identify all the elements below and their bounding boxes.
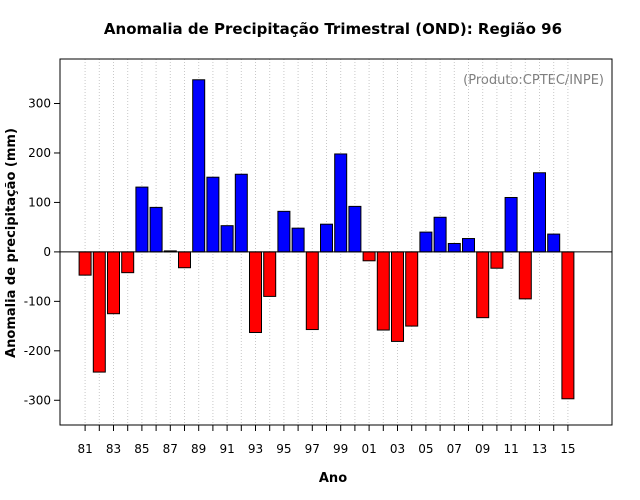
y-tick-label: -100	[24, 294, 51, 308]
x-tick-label: 09	[475, 442, 490, 456]
x-tick-label: 93	[248, 442, 263, 456]
bar-12	[518, 251, 532, 300]
chart-title: Anomalia de Precipitação Trimestral (OND…	[104, 20, 562, 38]
bar-08	[462, 238, 475, 253]
bar-95	[277, 210, 291, 253]
bar-06	[433, 216, 447, 253]
bar-94	[263, 251, 277, 297]
x-axis-label: Ano	[319, 471, 347, 486]
bar-00	[348, 205, 362, 253]
bar-97	[305, 251, 319, 331]
bar-04	[405, 251, 419, 327]
bar-99	[334, 153, 348, 253]
bar-02	[376, 251, 390, 331]
x-tick-label: 01	[361, 442, 376, 456]
x-tick-label: 81	[77, 442, 92, 456]
y-axis-label: Anomalia de precipitação (mm)	[4, 128, 19, 358]
bar-15	[561, 251, 575, 400]
bar-03	[391, 251, 404, 342]
x-tick-label: 15	[560, 442, 575, 456]
x-tick-label: 03	[390, 442, 405, 456]
bar-13	[533, 172, 546, 253]
bar-01	[362, 251, 376, 262]
bars	[78, 79, 575, 400]
x-tick-label: 99	[333, 442, 348, 456]
bar-14	[547, 233, 561, 253]
bar-10	[490, 251, 504, 269]
bar-84	[121, 251, 135, 274]
x-tick-label: 95	[276, 442, 291, 456]
product-note: (Produto:CPTEC/INPE)	[463, 73, 604, 88]
x-tick-label: 89	[191, 442, 206, 456]
x-tick-label: 87	[163, 442, 178, 456]
x-axis: 81 83 85 87 89 91 93 95 97 99 01 03 05 07 09 11 13 15	[77, 425, 576, 456]
y-tick-label: 200	[28, 146, 51, 160]
bar-93	[249, 251, 262, 334]
x-tick-label: 91	[219, 442, 234, 456]
bar-88	[178, 251, 191, 269]
x-tick-label: 85	[134, 442, 149, 456]
y-tick-label: -200	[24, 344, 51, 358]
bar-89	[192, 79, 206, 253]
y-tick-label: 300	[28, 97, 51, 111]
x-tick-label: 05	[418, 442, 433, 456]
x-tick-label: 11	[503, 442, 518, 456]
bar-07	[447, 242, 461, 253]
y-tick-label: -300	[24, 393, 51, 407]
y-tick-label: 0	[43, 245, 51, 259]
bar-05	[419, 231, 433, 253]
bar-11	[504, 196, 518, 253]
bar-09	[476, 251, 490, 319]
bar-96	[291, 227, 305, 253]
bar-90	[206, 176, 220, 253]
x-tick-label: 83	[106, 442, 121, 456]
x-tick-label: 07	[447, 442, 462, 456]
bar-82	[92, 251, 106, 373]
y-tick-label: 100	[28, 195, 51, 209]
bar-98	[320, 223, 333, 253]
bar-81	[78, 251, 92, 276]
plot-frame	[59, 58, 613, 426]
bar-85	[135, 186, 149, 253]
bar-83	[107, 251, 120, 315]
bar-91	[220, 225, 234, 253]
bar-92	[234, 173, 248, 253]
bar-86	[149, 206, 163, 253]
x-tick-label: 97	[305, 442, 320, 456]
y-axis: -300 -200 -100 0 100 200 300	[24, 97, 60, 407]
x-tick-label: 13	[532, 442, 547, 456]
